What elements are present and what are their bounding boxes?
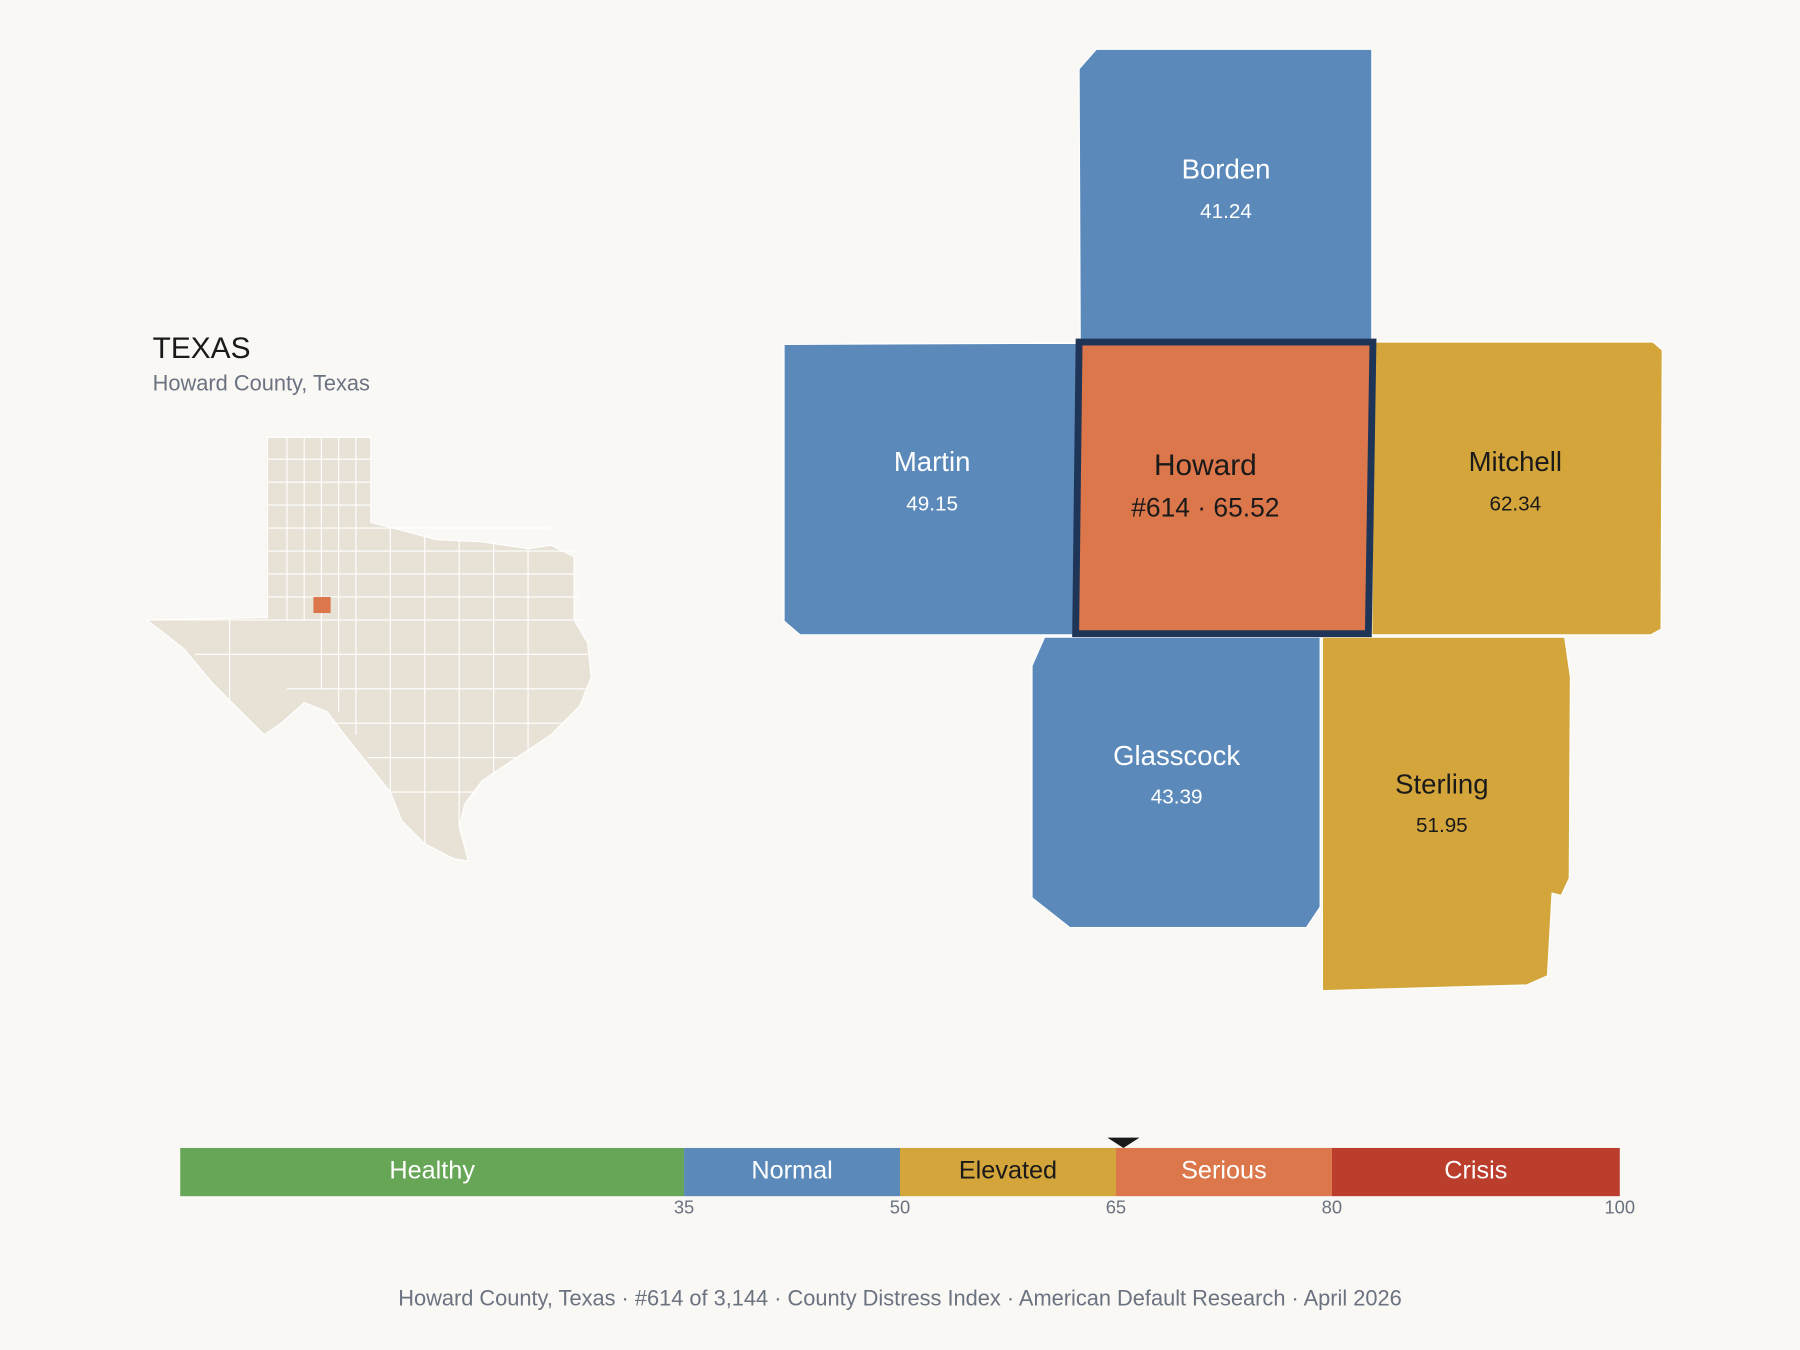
- footer: Howard County, Texas · #614 of 3,144 · C…: [398, 1285, 1402, 1310]
- county-shape: [1371, 341, 1663, 636]
- county-name: Martin: [894, 446, 971, 477]
- scale-segment: [684, 1147, 900, 1197]
- distress-scale: Healthy Normal Elevated Serious Crisis 35 50 65…: [180, 1137, 1635, 1218]
- county-score: #614 · 65.52: [1131, 493, 1279, 523]
- county-shape: [783, 342, 1080, 636]
- scale-segment: [180, 1147, 685, 1197]
- highlighted-county: [313, 596, 331, 614]
- county-map: Borden 41.24 Martin 49.15 Mitchell 62.34 Glass…: [783, 48, 1663, 992]
- segment-label: Serious: [1181, 1157, 1267, 1185]
- scale-tick-label: 65: [1106, 1197, 1126, 1218]
- county-shape: [1031, 636, 1321, 929]
- state-title: TEXAS: [153, 332, 251, 365]
- state-shape: [145, 436, 592, 862]
- scale-segment: [1115, 1147, 1332, 1197]
- county-score: 62.34: [1489, 493, 1541, 516]
- score-marker: [1107, 1137, 1140, 1148]
- scale-tick-label: 100: [1604, 1197, 1635, 1218]
- county-score: 41.24: [1200, 200, 1252, 223]
- county-score: 43.39: [1151, 785, 1203, 808]
- state-locator: [145, 436, 592, 862]
- segment-label: Crisis: [1444, 1157, 1507, 1185]
- segment-label: Healthy: [389, 1157, 475, 1185]
- county-score: 51.95: [1416, 814, 1468, 837]
- segment-label: Normal: [751, 1157, 832, 1185]
- county-shape: [1072, 338, 1377, 638]
- scale-segment: [1331, 1147, 1620, 1197]
- county-name: Sterling: [1395, 769, 1488, 800]
- county-grid: [146, 437, 588, 844]
- county-name: Borden: [1182, 153, 1271, 184]
- county-shape: [1321, 636, 1571, 992]
- county-shape: [1078, 48, 1373, 342]
- scale-tick-label: 50: [890, 1197, 910, 1218]
- county-score: 49.15: [906, 493, 958, 516]
- subtitle: Howard County, Texas: [153, 370, 370, 395]
- scale-tick-label: 80: [1322, 1197, 1342, 1218]
- segment-label: Elevated: [959, 1157, 1057, 1185]
- county-name: Mitchell: [1469, 446, 1562, 477]
- county-name: Glasscock: [1113, 740, 1240, 771]
- county-name: Howard: [1154, 449, 1257, 482]
- scale-tick-label: 35: [674, 1197, 694, 1218]
- scale-segment: [900, 1147, 1116, 1197]
